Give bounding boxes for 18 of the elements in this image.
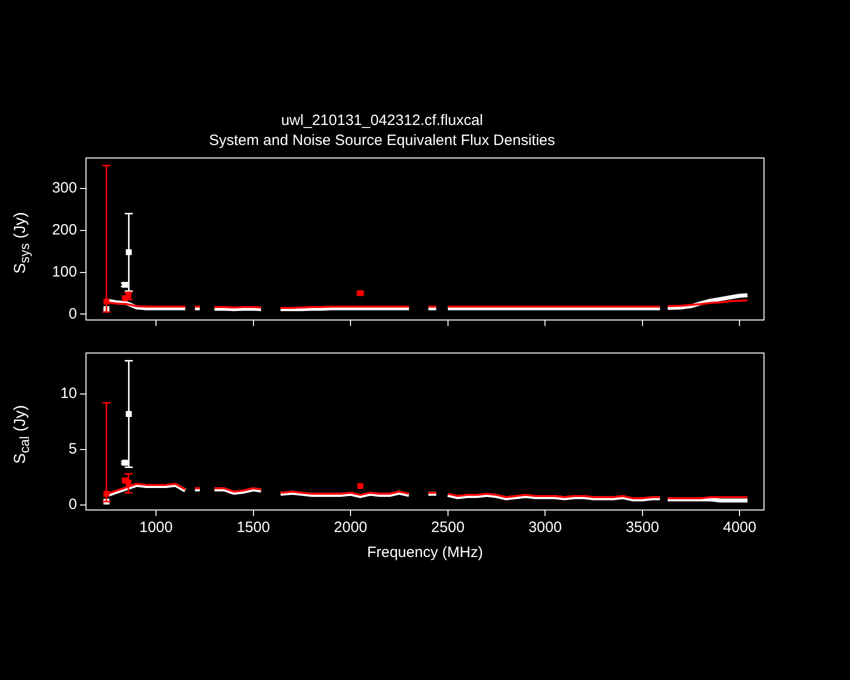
chart-title: uwl_210131_042312.cf.fluxcal xyxy=(281,112,483,130)
y-tick-label: 5 xyxy=(68,440,77,458)
chart-subtitle: System and Noise Source Equivalent Flux Densities xyxy=(209,132,555,150)
x-tick-label: 2500 xyxy=(431,519,465,536)
x-axis-title: Frequency (MHz) xyxy=(367,544,483,562)
x-tick-label: 3000 xyxy=(528,519,562,536)
y-tick-label: 200 xyxy=(52,222,77,239)
x-tick-label: 3500 xyxy=(626,519,660,536)
y-tick-label: 10 xyxy=(60,385,77,402)
point xyxy=(357,483,364,490)
y-tick-label: 100 xyxy=(52,263,77,280)
x-tick-label: 1500 xyxy=(236,519,270,536)
y-tick-label: 300 xyxy=(52,180,77,197)
y-tick-label: 0 xyxy=(68,305,77,322)
x-tick-label: 4000 xyxy=(722,519,756,536)
y-tick-label: 0 xyxy=(68,496,77,514)
x-tick-label: 1000 xyxy=(139,519,173,536)
x-tick-label: 2000 xyxy=(334,519,368,536)
